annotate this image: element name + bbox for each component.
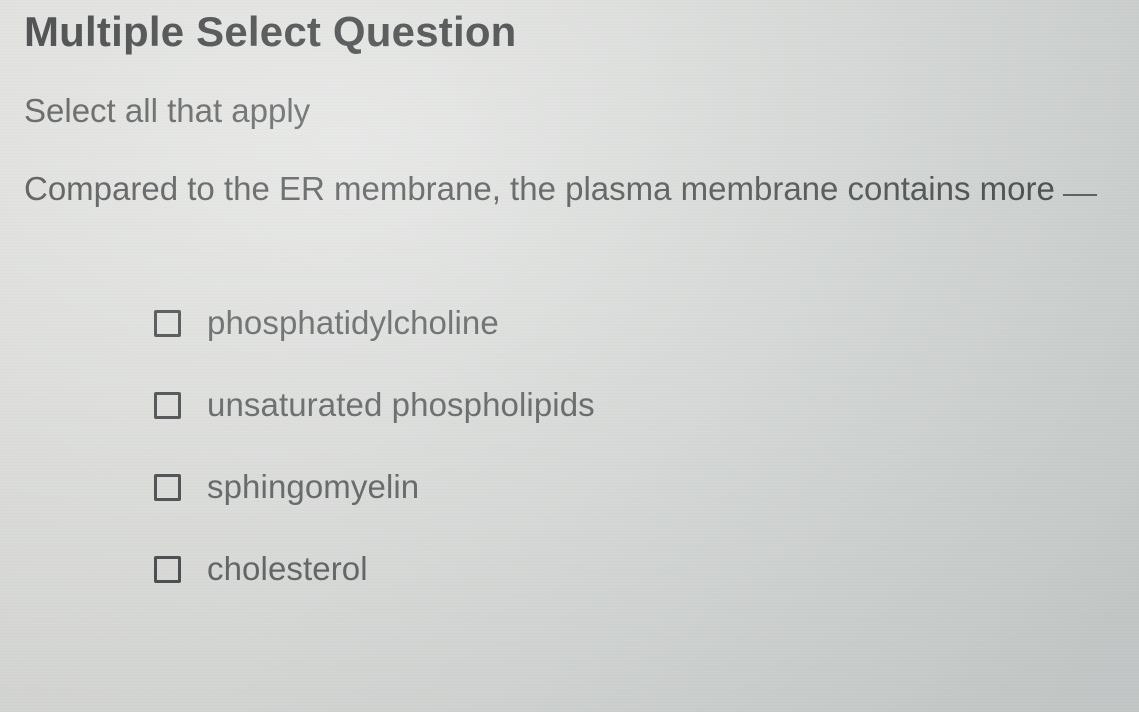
question-prompt: Compared to the ER membrane, the plasma … (24, 170, 1121, 208)
option-label: unsaturated phospholipids (207, 386, 595, 424)
question-prompt-text: Compared to the ER membrane, the plasma … (24, 170, 1055, 207)
question-title: Multiple Select Question (24, 8, 1121, 56)
question-instruction: Select all that apply (24, 92, 1121, 130)
option-label: sphingomyelin (207, 468, 419, 506)
option-row[interactable]: cholesterol (154, 550, 1121, 588)
option-label: phosphatidylcholine (207, 304, 499, 342)
options-list: phosphatidylcholine unsaturated phosphol… (24, 304, 1121, 588)
option-row[interactable]: unsaturated phospholipids (154, 386, 1121, 424)
fill-blank (1063, 194, 1097, 196)
option-row[interactable]: sphingomyelin (154, 468, 1121, 506)
checkbox-icon[interactable] (154, 474, 181, 501)
checkbox-icon[interactable] (154, 310, 181, 337)
checkbox-icon[interactable] (154, 556, 181, 583)
option-row[interactable]: phosphatidylcholine (154, 304, 1121, 342)
option-label: cholesterol (207, 550, 368, 588)
question-container: Multiple Select Question Select all that… (0, 0, 1139, 588)
checkbox-icon[interactable] (154, 392, 181, 419)
